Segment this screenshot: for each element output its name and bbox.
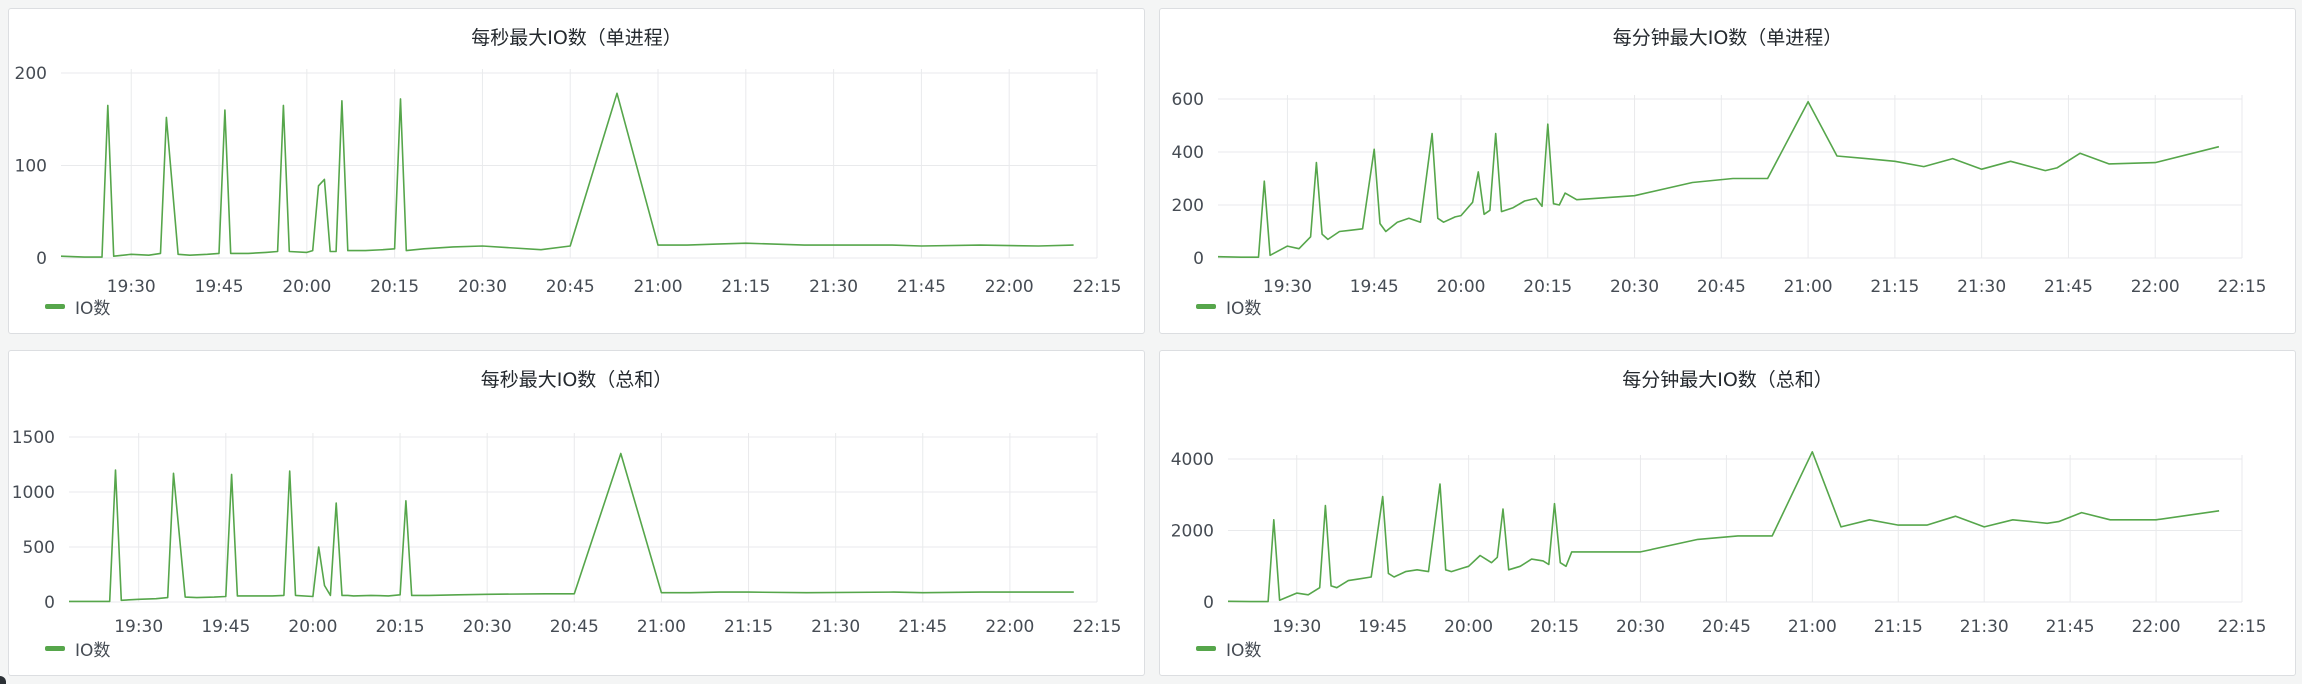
panel-title: 每秒最大IO数（单进程）	[471, 27, 682, 49]
x-tick-label: 20:30	[458, 277, 507, 297]
series-line-io	[60, 92, 1074, 258]
x-tick-label: 20:00	[282, 277, 331, 297]
x-tick-label: 22:00	[985, 277, 1034, 297]
x-tick-label: 21:00	[1788, 617, 1837, 637]
panel-iops-sec-total: 每秒最大IO数（总和） 0 500 1000 1500 19:30 19:45 20:00 2…	[8, 350, 1145, 676]
y-tick-label: 400	[1172, 143, 1204, 163]
x-tick-label: 21:45	[897, 277, 946, 297]
panel-iops-min-total: 每分钟最大IO数（总和） 0 2000 4000 19:30 19:45 20:00 20:…	[1159, 350, 2296, 676]
series-line-io	[1227, 451, 2220, 603]
x-tick-label: 21:00	[1784, 277, 1833, 297]
x-tick-label: 19:30	[107, 277, 156, 297]
legend[interactable]: IO数	[45, 294, 110, 319]
y-tick-label: 4000	[1171, 450, 1214, 470]
x-tick-label: 20:30	[1610, 277, 1659, 297]
x-tick-label: 20:00	[1436, 277, 1485, 297]
x-tick-label: 22:00	[2132, 617, 2181, 637]
legend-label: IO数	[1226, 641, 1262, 661]
x-tick-label: 20:00	[1444, 617, 1493, 637]
x-tick-label: 21:30	[811, 617, 860, 637]
legend[interactable]: IO数	[1196, 294, 1261, 319]
legend-swatch	[45, 646, 65, 651]
x-tick-label: 21:15	[1874, 617, 1923, 637]
x-tick-label: 21:30	[809, 277, 858, 297]
x-tick-label: 19:45	[201, 617, 250, 637]
gridlines	[61, 69, 1098, 259]
y-tick-label: 0	[44, 593, 55, 613]
x-tick-label: 21:00	[634, 277, 683, 297]
x-tick-label: 20:15	[370, 277, 419, 297]
x-tick-label: 20:15	[1530, 617, 1579, 637]
x-tick-label: 20:45	[1697, 277, 1746, 297]
x-tick-label: 19:30	[114, 617, 163, 637]
x-tick-label: 20:45	[550, 617, 599, 637]
legend-swatch	[1196, 646, 1216, 651]
x-tick-label: 22:15	[1073, 277, 1122, 297]
legend[interactable]: IO数	[45, 636, 110, 661]
y-tick-label: 2000	[1171, 522, 1214, 542]
y-tick-label: 200	[1172, 196, 1204, 216]
panel-iops-min-single: 每分钟最大IO数（单进程） 0 200 400 600 19:30 19:45 20:00 2…	[1159, 8, 2296, 334]
legend[interactable]: IO数	[1196, 636, 1261, 661]
legend-label: IO数	[75, 641, 111, 661]
chart-area: 0 500 1000 1500 19:30 19:45 20:00 20:15 20:30 20:…	[12, 428, 1122, 637]
x-tick-label: 19:45	[1350, 277, 1399, 297]
x-tick-label: 21:15	[721, 277, 770, 297]
axis-ticks: 0 100 200 19:30 19:45 20:00 20:15 20:30 20:45 21:…	[15, 64, 1122, 297]
x-tick-label: 21:45	[898, 617, 947, 637]
series-line-io	[1217, 100, 2220, 258]
panel-title: 每秒最大IO数（总和）	[480, 369, 673, 391]
x-tick-label: 19:45	[195, 277, 244, 297]
legend-label: IO数	[75, 299, 111, 319]
axis-ticks: 0 2000 4000 19:30 19:45 20:00 20:15 20:30 20:45 2…	[1171, 450, 2267, 637]
y-tick-label: 600	[1172, 90, 1204, 110]
y-tick-label: 1000	[12, 483, 55, 503]
y-tick-label: 1500	[12, 428, 55, 448]
legend-swatch	[1196, 304, 1216, 309]
x-tick-label: 19:30	[1263, 277, 1312, 297]
legend-swatch	[45, 304, 65, 309]
x-tick-label: 21:15	[724, 617, 773, 637]
y-tick-label: 100	[15, 157, 47, 177]
gridlines	[1218, 95, 2243, 259]
x-tick-label: 19:30	[1272, 617, 1321, 637]
x-tick-label: 21:30	[1960, 617, 2009, 637]
chart-area: 0 200 400 600 19:30 19:45 20:00 20:15 20:30 20:45…	[1172, 90, 2267, 297]
gridlines	[69, 433, 1098, 603]
x-tick-label: 19:45	[1358, 617, 1407, 637]
series-line-io	[69, 452, 1074, 603]
x-tick-label: 20:30	[463, 617, 512, 637]
chart-area: 0 100 200 19:30 19:45 20:00 20:15 20:30 20:45 21:…	[15, 64, 1122, 297]
y-tick-label: 200	[15, 64, 47, 84]
panel-title: 每分钟最大IO数（单进程）	[1612, 27, 1843, 49]
x-tick-label: 22:15	[2218, 617, 2267, 637]
x-tick-label: 20:30	[1616, 617, 1665, 637]
y-tick-label: 500	[23, 538, 55, 558]
x-tick-label: 21:15	[1870, 277, 1919, 297]
x-tick-label: 21:45	[2046, 617, 2095, 637]
x-tick-label: 20:00	[288, 617, 337, 637]
x-tick-label: 21:30	[1957, 277, 2006, 297]
y-tick-label: 0	[1193, 249, 1204, 269]
corner-mark	[0, 676, 6, 684]
x-tick-label: 22:00	[2131, 277, 2180, 297]
panel-title: 每分钟最大IO数（总和）	[1622, 369, 1833, 391]
x-tick-label: 20:15	[376, 617, 425, 637]
x-tick-label: 21:45	[2044, 277, 2093, 297]
chart-area: 0 2000 4000 19:30 19:45 20:00 20:15 20:30 20:45 2…	[1171, 450, 2267, 637]
x-tick-label: 21:00	[637, 617, 686, 637]
x-tick-label: 22:15	[2218, 277, 2267, 297]
axis-ticks: 0 500 1000 1500 19:30 19:45 20:00 20:15 20:30 20:…	[12, 428, 1122, 637]
x-tick-label: 22:15	[1073, 617, 1122, 637]
x-tick-label: 20:45	[1702, 617, 1751, 637]
x-tick-label: 22:00	[985, 617, 1034, 637]
panel-iops-sec-single: 每秒最大IO数（单进程） 0 100 200 19:30 19:45 20:00 20:15…	[8, 8, 1145, 334]
y-tick-label: 0	[36, 249, 47, 269]
x-tick-label: 20:45	[546, 277, 595, 297]
gridlines	[1228, 455, 2243, 603]
x-tick-label: 20:15	[1523, 277, 1572, 297]
axis-ticks: 0 200 400 600 19:30 19:45 20:00 20:15 20:30 20:45…	[1172, 90, 2267, 297]
y-tick-label: 0	[1203, 593, 1214, 613]
legend-label: IO数	[1226, 299, 1262, 319]
